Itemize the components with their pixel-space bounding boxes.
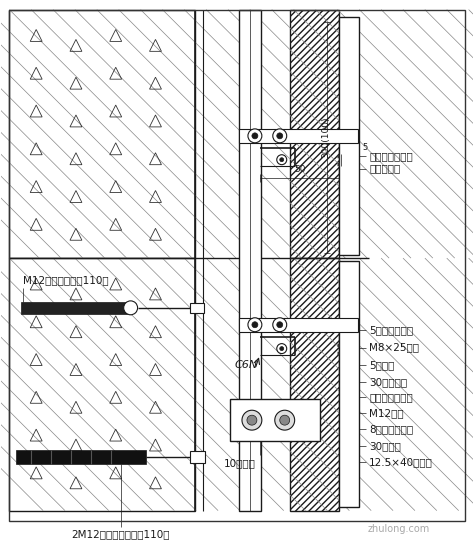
Circle shape (242, 410, 262, 430)
Text: 30厚石材: 30厚石材 (369, 441, 401, 451)
Bar (190, 451, 205, 463)
Circle shape (277, 133, 283, 139)
Text: zhulong.com: zhulong.com (368, 524, 430, 534)
Circle shape (280, 158, 284, 162)
Bar (239, 10, 261, 511)
Text: 5: 5 (362, 143, 367, 152)
Text: M12铁膨胀（埋深110）: M12铁膨胀（埋深110） (23, 275, 109, 285)
Bar (339, 261, 359, 507)
Text: C6N: C6N (235, 360, 258, 370)
Bar (290, 10, 339, 258)
Bar (16, 450, 146, 464)
Circle shape (280, 415, 290, 425)
Text: 12.5×40长圆孔: 12.5×40长圆孔 (369, 457, 433, 467)
Text: 50: 50 (294, 165, 305, 174)
Text: 石材专用密封胶: 石材专用密封胶 (369, 151, 413, 161)
Bar (9, 10, 195, 258)
Bar (9, 258, 195, 511)
Circle shape (124, 301, 137, 315)
Text: M12螺栓: M12螺栓 (369, 408, 404, 418)
Circle shape (277, 322, 283, 328)
Text: M8×25螺栓: M8×25螺栓 (369, 343, 419, 353)
Text: 2M12化学膨胀（埋深110）: 2M12化学膨胀（埋深110） (72, 530, 170, 539)
Bar (339, 17, 359, 255)
Text: 5厚不锈钢卡件: 5厚不锈钢卡件 (369, 325, 413, 335)
Circle shape (280, 347, 284, 351)
Circle shape (248, 318, 262, 332)
Bar (290, 258, 339, 511)
Circle shape (247, 415, 257, 425)
Text: 8号槽钢主龙骨: 8号槽钢主龙骨 (369, 424, 413, 434)
Text: 30厚花岗石: 30厚花岗石 (369, 377, 407, 388)
Bar (230, 399, 319, 441)
Circle shape (277, 155, 287, 165)
Text: 石材密拼缝: 石材密拼缝 (369, 164, 401, 174)
Bar (239, 129, 358, 143)
Bar (21, 302, 131, 314)
Text: 10厚铁板: 10厚铁板 (224, 458, 256, 468)
Circle shape (277, 344, 287, 353)
Circle shape (275, 410, 295, 430)
Circle shape (273, 129, 287, 143)
Text: 300(100): 300(100) (321, 116, 330, 157)
Circle shape (273, 318, 287, 332)
Circle shape (252, 133, 258, 139)
Text: （调整后点焊）: （调整后点焊） (369, 393, 413, 402)
Bar (239, 318, 358, 332)
Circle shape (252, 322, 258, 328)
Text: 5号角钢: 5号角钢 (369, 361, 394, 371)
Bar (190, 303, 204, 313)
Circle shape (248, 129, 262, 143)
